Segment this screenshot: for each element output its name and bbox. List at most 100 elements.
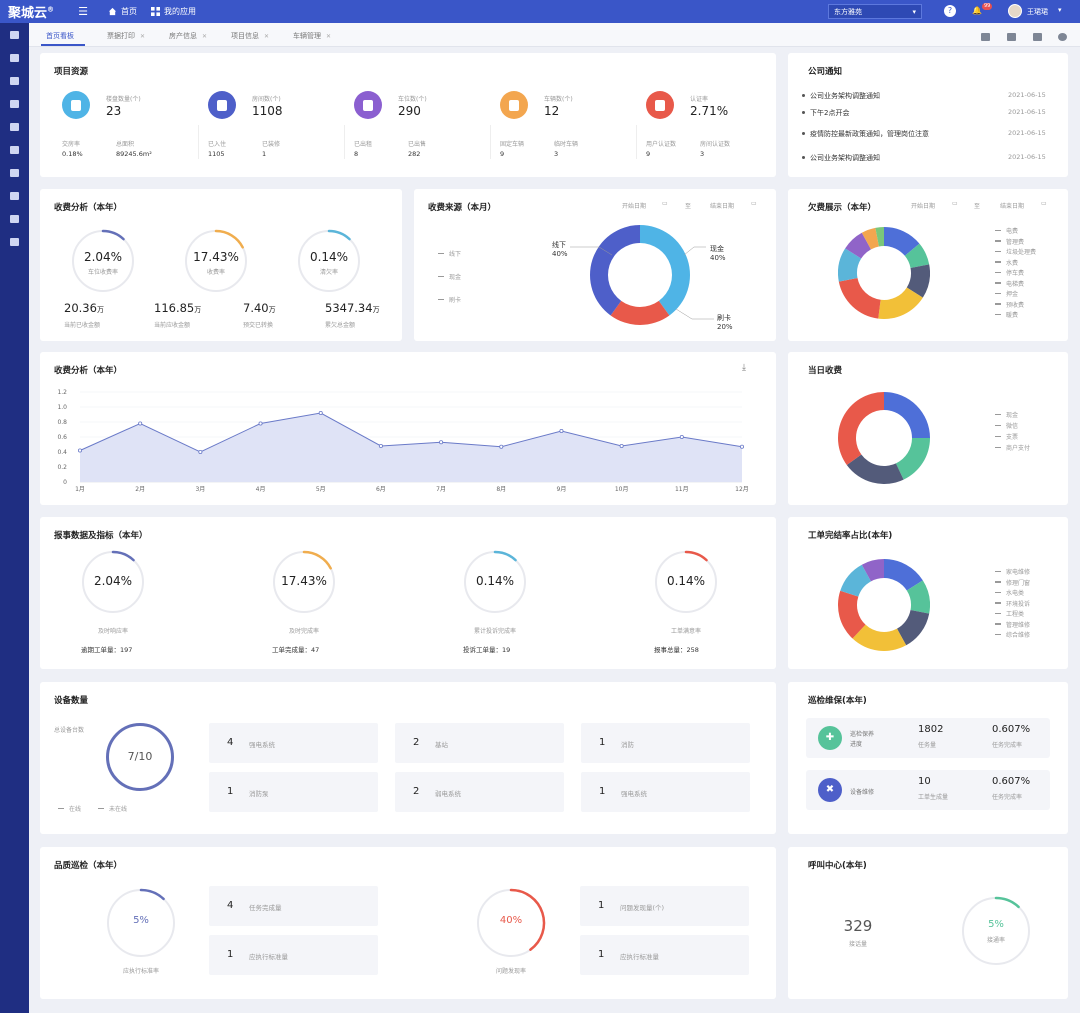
calendar-icon[interactable]: ▭ <box>952 200 958 207</box>
quality-tile[interactable]: 4 任务完成量 <box>209 886 378 926</box>
legend-label: 水电类 <box>1006 590 1025 597</box>
data-point <box>619 444 624 449</box>
close-icon[interactable]: ✕ <box>140 33 146 40</box>
user-menu-chevron-icon[interactable]: ▾ <box>1058 6 1062 14</box>
quality-tile[interactable]: 1 应执行标准量 <box>580 935 749 975</box>
tab-property-info[interactable]: 房产信息 ✕ <box>169 32 208 40</box>
notice-item[interactable]: 下午2点开会 <box>810 109 850 117</box>
donut-slice-5 <box>838 248 862 282</box>
resource-sub-label: 固定车辆 <box>500 141 525 148</box>
legend-label: 预收费 <box>1006 301 1025 309</box>
patrol-label: 设备维修 <box>850 789 875 796</box>
book-icon[interactable] <box>1033 33 1042 41</box>
ring-value: 5% <box>133 915 149 926</box>
bell-icon[interactable]: 🔔 <box>972 6 982 15</box>
quality-tile[interactable]: 1 问题发现量(个) <box>580 886 749 926</box>
legend-item: 现金 <box>995 410 1018 419</box>
sidebar-item-5[interactable] <box>0 138 29 161</box>
edit-icon[interactable] <box>1007 33 1016 41</box>
legend-swatch <box>995 602 1001 604</box>
device-count: 1 <box>599 786 606 797</box>
tab-receipt-print[interactable]: 票据打印 ✕ <box>107 32 146 40</box>
patrol-row[interactable]: ✚ 巡检保养 进度 1802 任务量 0.607% 任务完成率 <box>806 718 1050 758</box>
y-tick-label: 0.6 <box>57 434 67 441</box>
fee-total-number: 5347.34 <box>325 301 373 315</box>
data-point <box>499 444 504 449</box>
calendar-icon[interactable]: ▭ <box>751 200 757 207</box>
quality-tile[interactable]: 1 应执行标准量 <box>209 935 378 975</box>
username[interactable]: 王珺珺 <box>1027 8 1048 16</box>
avatar[interactable] <box>1008 4 1022 18</box>
notice-bullet <box>802 156 805 159</box>
end-date-input[interactable]: 结束日期 <box>710 203 735 210</box>
start-date-input[interactable]: 开始日期 <box>622 203 647 210</box>
sidebar-item-0[interactable] <box>0 23 29 46</box>
sidebar-item-6[interactable] <box>0 161 29 184</box>
start-date-input[interactable]: 开始日期 <box>911 203 936 210</box>
notice-item[interactable]: 公司业务架构调整通知 <box>810 154 880 162</box>
card-title: 项目资源 <box>54 67 89 77</box>
calendar-icon[interactable]: ▭ <box>1041 200 1047 207</box>
active-tab-indicator <box>41 44 85 46</box>
building-icon <box>10 30 19 39</box>
nav-my-apps[interactable]: 我的应用 <box>151 6 196 17</box>
notice-item[interactable]: 疫情防控最新政策通知，管理岗位注意 <box>810 130 929 138</box>
notice-item[interactable]: 公司业务架构调整通知 <box>810 92 880 100</box>
legend-swatch <box>995 229 1001 232</box>
legend-item: 家电维修 <box>995 567 1030 576</box>
logo[interactable]: 聚城云® <box>8 5 55 21</box>
sidebar-item-9[interactable] <box>0 230 29 253</box>
device-tile[interactable]: 1 消防泵 <box>209 772 378 812</box>
ring-value: 0.14% <box>475 574 515 588</box>
legend-swatch <box>995 282 1001 284</box>
legend-swatch <box>995 435 1001 438</box>
resource-sub-value: 3 <box>554 150 559 158</box>
device-tile[interactable]: 1 消防 <box>581 723 750 763</box>
ring-progress <box>684 550 708 562</box>
legend-label: 电费 <box>1006 228 1019 235</box>
resource-sub-value: 282 <box>408 150 421 158</box>
download-icon[interactable]: ⤓ <box>742 363 746 373</box>
resource-sub-value: 9 <box>500 150 505 158</box>
resource-sub-label: 房间认证数 <box>700 141 731 148</box>
close-icon[interactable]: ✕ <box>202 33 208 40</box>
tab-vehicle-management[interactable]: 车辆管理 ✕ <box>293 32 332 40</box>
device-count: 2 <box>413 786 420 797</box>
settings-icon[interactable] <box>1058 33 1067 41</box>
close-icon[interactable]: ✕ <box>264 33 270 40</box>
x-tick-label: 4月 <box>256 486 266 493</box>
close-icon[interactable]: ✕ <box>326 33 332 40</box>
export-icon[interactable] <box>981 33 990 41</box>
help-icon[interactable]: ? <box>944 5 956 17</box>
card-title: 工单完结率占比(本年) <box>808 531 893 541</box>
sidebar-item-3[interactable] <box>0 92 29 115</box>
tab-project-info[interactable]: 项目信息 ✕ <box>231 32 270 40</box>
sidebar-item-7[interactable] <box>0 184 29 207</box>
sidebar-item-8[interactable] <box>0 207 29 230</box>
data-point <box>318 411 323 416</box>
end-date-input[interactable]: 结束日期 <box>1000 203 1025 210</box>
sidebar-item-1[interactable] <box>0 46 29 69</box>
ring-value: 2.04% <box>83 250 123 264</box>
device-label: 消防 <box>621 741 634 749</box>
fee-total-unit: 万 <box>372 306 380 314</box>
resource-sub-label: 已出售 <box>408 141 427 148</box>
tab-dashboard[interactable]: 首页看板 <box>46 32 74 40</box>
resource-glyph-icon <box>71 99 81 111</box>
notice-date: 2021-06-15 <box>1008 108 1046 116</box>
nav-home[interactable]: 首页 <box>108 6 137 17</box>
resource-icon <box>500 91 528 119</box>
menu-toggle-icon[interactable]: ☰ <box>78 5 88 18</box>
calendar-icon[interactable]: ▭ <box>662 200 668 207</box>
arrears-donut <box>838 227 930 319</box>
patrol-row[interactable]: ✖ 设备维修 10 工单生成量 0.607% 任务完成率 <box>806 770 1050 810</box>
device-tile[interactable]: 2 基站 <box>395 723 564 763</box>
sidebar-item-2[interactable] <box>0 69 29 92</box>
device-tile[interactable]: 1 强电系统 <box>581 772 750 812</box>
quality-count: 1 <box>598 900 605 911</box>
device-tile[interactable]: 2 弱电系统 <box>395 772 564 812</box>
company-select[interactable]: 东方雅苑 ▾ <box>828 4 922 19</box>
ring-footer: 逾期工单量：197 <box>81 646 133 654</box>
device-tile[interactable]: 4 强电系统 <box>209 723 378 763</box>
sidebar-item-4[interactable] <box>0 115 29 138</box>
